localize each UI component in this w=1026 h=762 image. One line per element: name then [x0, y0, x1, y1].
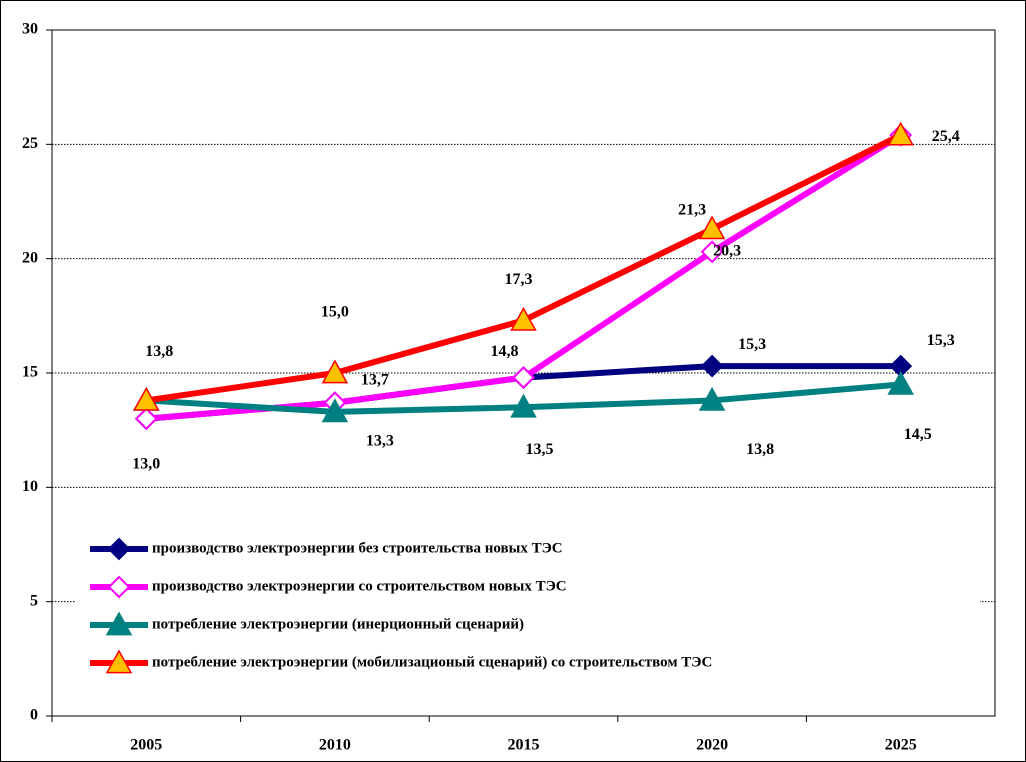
y-tick-label: 20	[22, 249, 38, 266]
data-label: 13,7	[361, 371, 389, 388]
legend-marker	[107, 537, 131, 561]
marker	[134, 407, 158, 431]
legend-box	[75, 523, 980, 691]
data-label: 13,8	[746, 441, 774, 458]
legend-label: потребление электроэнергии (мобилизацион…	[152, 654, 712, 670]
data-label: 21,3	[678, 202, 706, 219]
marker	[321, 359, 349, 384]
data-label: 15,3	[927, 332, 955, 349]
marker	[887, 121, 914, 146]
x-tick-label: 2010	[319, 737, 351, 754]
data-label: 17,3	[505, 271, 533, 288]
data-label: 13,5	[526, 441, 554, 458]
x-tick-label: 2015	[508, 737, 540, 754]
legend-label: потребление электроэнергии (инерционный …	[152, 616, 524, 632]
y-tick-label: 30	[22, 21, 38, 38]
x-tick-label: 2020	[696, 737, 728, 754]
y-tick-label: 10	[22, 478, 38, 495]
data-label: 15,0	[321, 304, 349, 321]
legend-marker	[105, 649, 133, 674]
marker	[510, 393, 537, 418]
y-tick-label: 25	[22, 135, 38, 152]
data-label: 14,5	[904, 426, 932, 443]
data-label: 13,3	[366, 433, 394, 450]
data-label: 13,8	[145, 343, 173, 360]
legend-label: производство электроэнергии со строитель…	[152, 578, 567, 594]
plot-border	[51, 29, 996, 717]
marker	[698, 215, 726, 240]
y-tick-label: 5	[30, 592, 38, 609]
marker	[510, 306, 537, 331]
legend-marker	[107, 575, 131, 599]
data-label: 25,4	[932, 128, 960, 145]
data-label: 13,0	[132, 455, 160, 472]
marker	[133, 386, 160, 411]
marker	[512, 366, 535, 389]
x-tick-label: 2025	[885, 737, 917, 754]
marker	[321, 398, 349, 423]
data-label: 14,8	[491, 343, 519, 360]
y-tick-label: 0	[30, 707, 38, 724]
legend-label: производство электроэнергии без строител…	[152, 540, 563, 556]
x-tick-label: 2005	[130, 737, 162, 754]
legend-marker	[105, 611, 133, 636]
data-label: 15,3	[738, 336, 766, 353]
y-tick-label: 15	[22, 364, 38, 381]
marker	[700, 240, 724, 264]
marker	[698, 386, 726, 411]
marker	[887, 370, 914, 395]
data-label: 20,3	[713, 242, 741, 259]
marker	[700, 354, 724, 378]
